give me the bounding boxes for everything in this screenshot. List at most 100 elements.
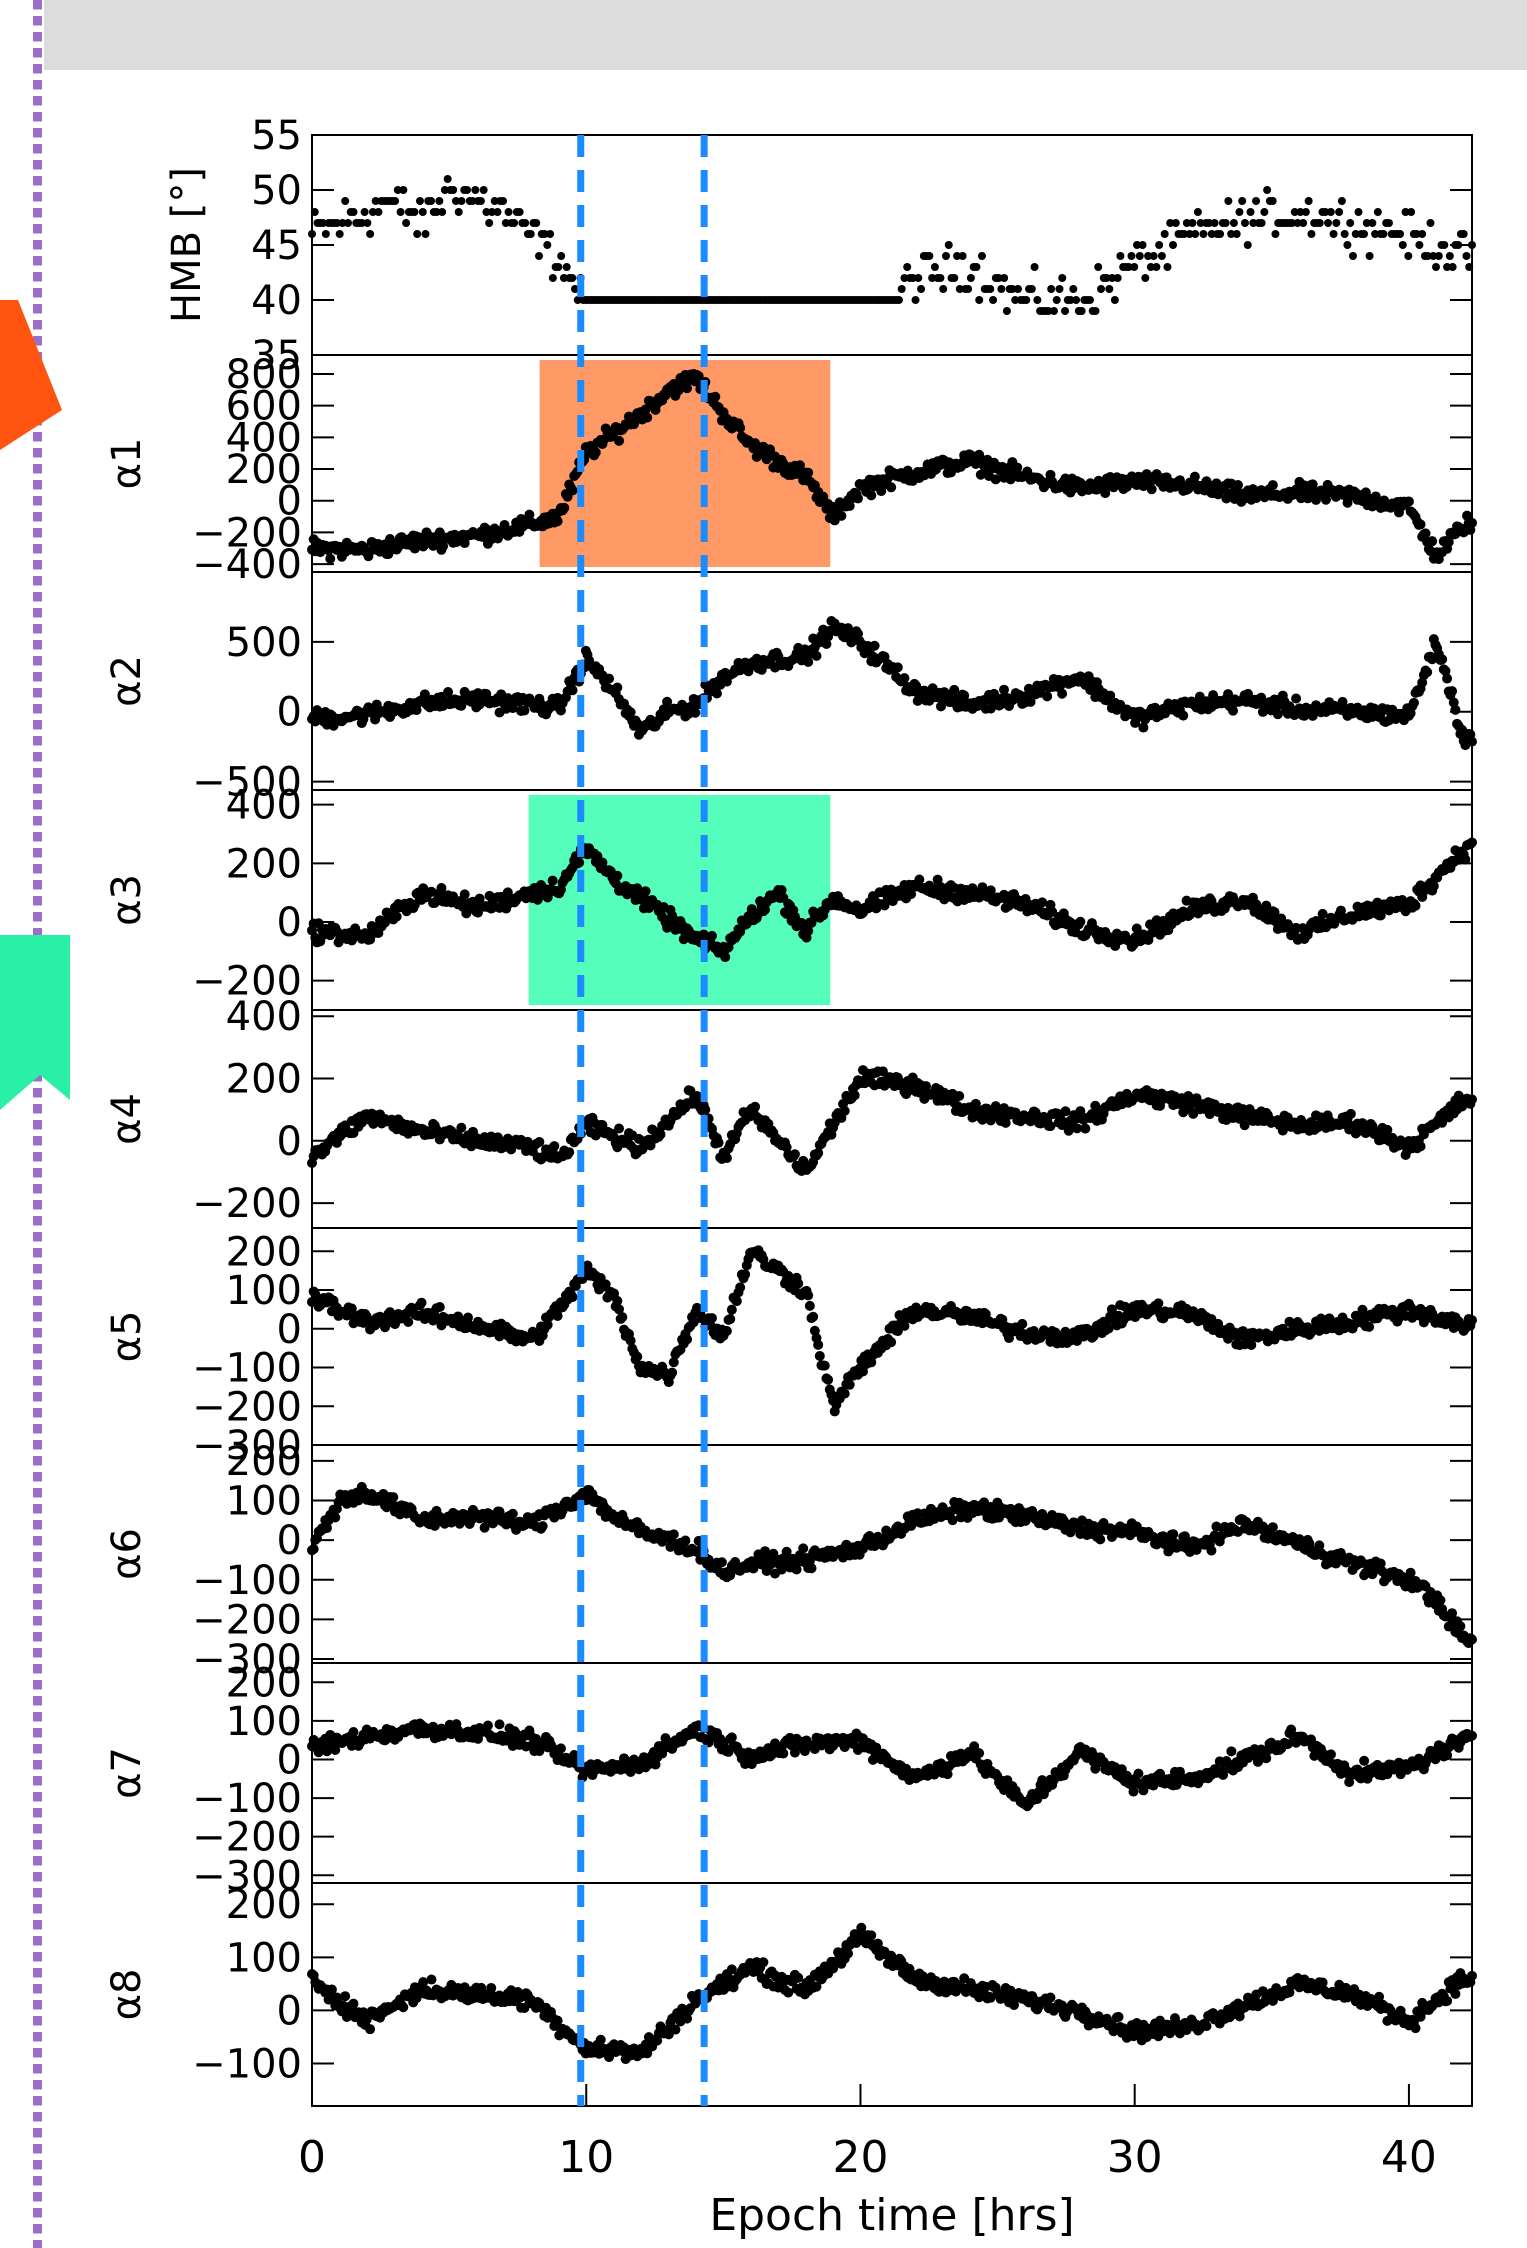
data-point	[1233, 480, 1244, 491]
data-point	[567, 485, 578, 496]
y-tick-label: 600	[226, 384, 302, 430]
data-point	[813, 1339, 824, 1350]
y-tick-label: 400	[226, 994, 302, 1040]
top-banner	[44, 0, 1527, 70]
data-point	[524, 509, 535, 520]
data-point	[1166, 219, 1175, 227]
data-point	[363, 219, 372, 227]
panel-frame-6	[311, 1444, 1473, 1664]
data-point	[436, 882, 447, 893]
data-point	[1189, 471, 1200, 482]
data-point	[803, 925, 814, 936]
data-point	[1269, 907, 1280, 918]
data-point	[1238, 197, 1247, 205]
data-point	[716, 1557, 727, 1568]
data-point	[1427, 536, 1438, 547]
data-point	[750, 1101, 761, 1112]
data-point	[999, 684, 1010, 695]
data-point	[1260, 208, 1269, 216]
data-point	[1008, 285, 1017, 293]
data-point	[614, 1123, 625, 1134]
data-point	[485, 219, 494, 227]
data-point	[515, 208, 524, 216]
data-point	[391, 197, 400, 205]
data-point	[1365, 252, 1374, 260]
data-point	[640, 886, 651, 897]
data-point	[487, 208, 496, 216]
data-point	[939, 285, 948, 293]
data-point	[985, 885, 996, 896]
data-point	[803, 656, 814, 667]
data-point	[1324, 219, 1333, 227]
data-point	[1077, 307, 1086, 315]
data-point	[537, 1521, 548, 1532]
data-point	[1100, 488, 1111, 499]
data-point	[501, 219, 510, 227]
y-tick-label: 0	[277, 690, 302, 736]
data-point	[308, 1543, 319, 1554]
data-point	[1072, 296, 1081, 304]
data-point	[426, 886, 437, 897]
data-point	[1075, 916, 1086, 927]
data-point	[1169, 241, 1178, 249]
data-point	[321, 230, 330, 238]
data-point	[1455, 1621, 1466, 1632]
data-point	[713, 1137, 724, 1148]
data-point	[476, 197, 485, 205]
data-point	[1116, 252, 1125, 260]
data-point	[399, 186, 408, 194]
data-point	[985, 703, 996, 714]
data-point	[721, 1325, 732, 1336]
data-point	[435, 197, 444, 205]
data-point	[1315, 219, 1324, 227]
data-point	[944, 241, 953, 249]
data-point	[1105, 690, 1116, 701]
data-point	[419, 689, 430, 700]
data-point	[415, 197, 424, 205]
data-point	[662, 696, 673, 707]
data-point	[482, 1720, 493, 1731]
data-point	[1057, 688, 1068, 699]
data-point	[954, 1090, 965, 1101]
data-point	[1429, 252, 1438, 260]
data-point	[1232, 230, 1241, 238]
data-point	[930, 263, 939, 271]
data-point	[519, 705, 530, 716]
data-point	[735, 422, 746, 433]
data-point	[493, 208, 502, 216]
data-point	[1304, 197, 1313, 205]
data-point	[928, 274, 937, 282]
y-tick-label: −200	[192, 1181, 302, 1227]
data-point	[673, 385, 684, 396]
data-point	[451, 197, 460, 205]
panel-label-4: α4	[104, 1093, 150, 1145]
y-tick-label: 400	[226, 783, 302, 829]
data-point	[914, 274, 923, 282]
data-point	[1138, 722, 1149, 733]
data-point	[1207, 230, 1216, 238]
y-tick-label: 200	[226, 1057, 302, 1103]
data-point	[1301, 208, 1310, 216]
data-point	[625, 707, 636, 718]
data-point	[1193, 208, 1202, 216]
data-point	[438, 541, 449, 552]
data-point	[1011, 296, 1020, 304]
data-point	[1199, 230, 1208, 238]
data-point	[1113, 274, 1122, 282]
data-point	[911, 296, 920, 304]
scatter-points-panel-3	[307, 837, 1477, 963]
data-point	[966, 274, 975, 282]
data-point	[343, 219, 352, 227]
data-point	[449, 186, 458, 194]
data-point	[1017, 1318, 1028, 1329]
data-point	[1163, 263, 1172, 271]
data-point	[972, 263, 981, 271]
scatter-points-panel-7	[307, 1718, 1477, 1812]
data-point	[1027, 285, 1036, 293]
data-point	[1146, 263, 1155, 271]
data-point	[1191, 230, 1200, 238]
data-point	[1206, 1545, 1217, 1556]
data-point	[1058, 274, 1067, 282]
data-point	[555, 1743, 566, 1754]
